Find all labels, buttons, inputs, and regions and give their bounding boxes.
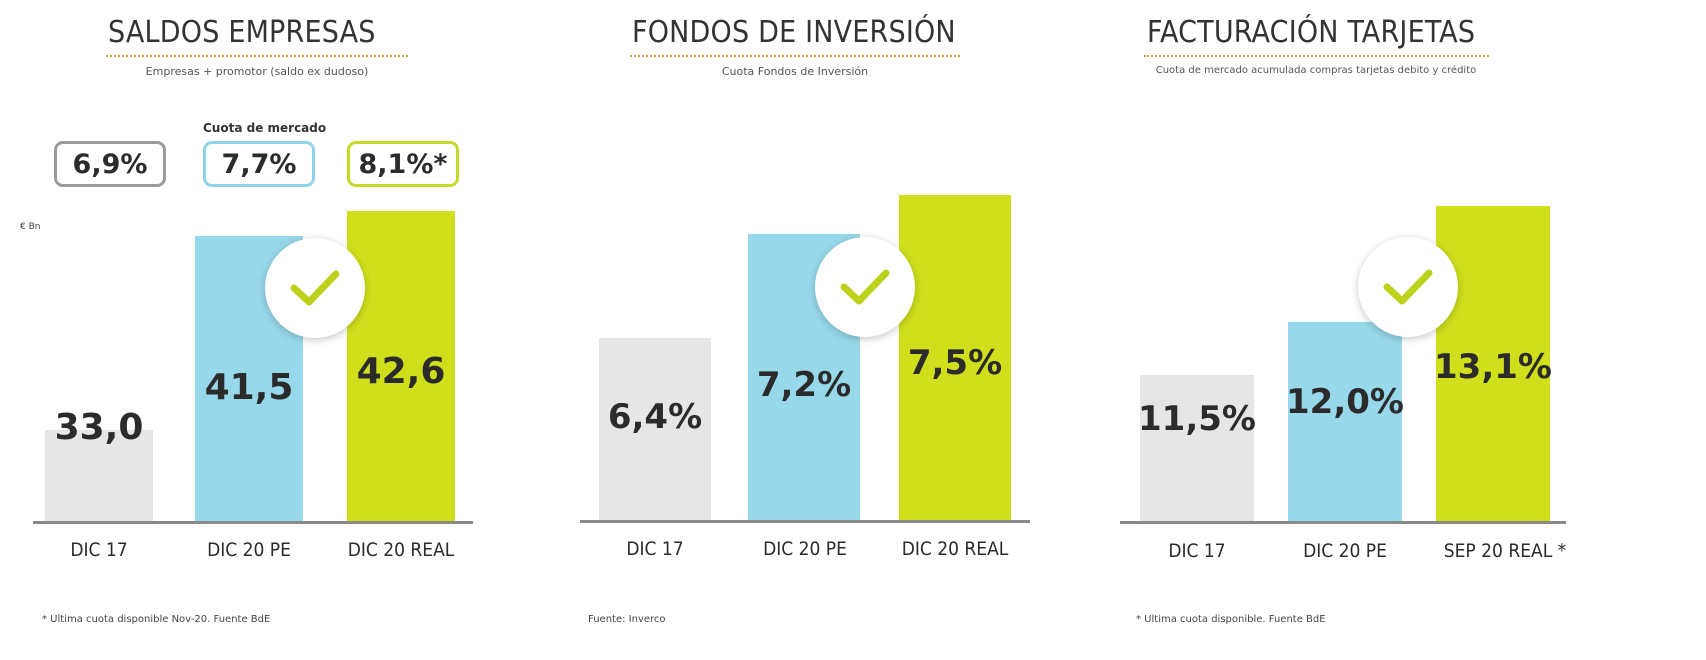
check-icon bbox=[265, 238, 365, 338]
x-axis-baseline bbox=[1120, 521, 1566, 524]
chart-title: SALDOS EMPRESAS bbox=[108, 15, 376, 50]
panel-saldos-empresas: SALDOS EMPRESAS Empresas + promotor (sal… bbox=[0, 0, 560, 660]
market-share-caption: Cuota de mercado bbox=[203, 121, 327, 135]
data-label: 7,2% bbox=[756, 365, 852, 405]
market-share-box: 7,7% bbox=[203, 141, 315, 187]
data-label: 6,4% bbox=[607, 397, 703, 437]
x-axis-baseline bbox=[33, 521, 473, 524]
bar bbox=[1436, 206, 1550, 521]
title-rule bbox=[630, 55, 960, 57]
data-label: 33,0 bbox=[54, 407, 144, 448]
x-tick-label: SEP 20 REAL * bbox=[1443, 540, 1567, 562]
title-rule bbox=[106, 55, 408, 57]
data-label: 7,5% bbox=[907, 343, 1003, 383]
x-tick-label: DIC 20 REAL bbox=[901, 538, 1009, 560]
x-axis-baseline bbox=[580, 520, 1030, 523]
bar bbox=[45, 430, 153, 521]
footnote: * Ultima cuota disponible. Fuente BdE bbox=[1136, 614, 1326, 625]
data-label: 42,6 bbox=[356, 351, 446, 392]
x-tick-label: DIC 20 PE bbox=[1303, 540, 1387, 562]
data-label: 13,1% bbox=[1434, 347, 1552, 387]
x-tick-label: DIC 17 bbox=[70, 539, 128, 561]
check-icon bbox=[1358, 237, 1458, 337]
bar bbox=[1140, 375, 1254, 521]
x-tick-label: DIC 20 PE bbox=[763, 538, 847, 560]
chart-title: FONDOS DE INVERSIÓN bbox=[632, 15, 956, 50]
footnote: * Ultima cuota disponible Nov-20. Fuente… bbox=[42, 614, 271, 625]
y-axis-unit-label: € Bn bbox=[20, 222, 41, 232]
bar bbox=[599, 338, 711, 520]
bar bbox=[899, 195, 1011, 520]
panel-fondos-inversion: FONDOS DE INVERSIÓN Cuota Fondos de Inve… bbox=[560, 0, 1120, 660]
data-label: 11,5% bbox=[1138, 399, 1256, 439]
chart-subtitle: Empresas + promotor (saldo ex dudoso) bbox=[145, 65, 369, 78]
market-share-box: 6,9% bbox=[54, 141, 166, 187]
bar bbox=[347, 211, 455, 521]
x-tick-label: DIC 20 REAL bbox=[347, 539, 455, 561]
footnote: Fuente: Inverco bbox=[588, 614, 666, 625]
chart-subtitle: Cuota Fondos de Inversión bbox=[721, 65, 869, 78]
panel-facturacion-tarjetas: FACTURACIÓN TARJETAS Cuota de mercado ac… bbox=[1120, 0, 1706, 660]
data-label: 12,0% bbox=[1286, 382, 1404, 422]
title-rule bbox=[1144, 55, 1489, 57]
data-label: 41,5 bbox=[204, 367, 294, 408]
market-share-box: 8,1%* bbox=[347, 141, 459, 187]
bar bbox=[1288, 322, 1402, 521]
x-tick-label: DIC 20 PE bbox=[207, 539, 291, 561]
chart-subtitle: Cuota de mercado acumulada compras tarje… bbox=[1155, 65, 1477, 76]
chart-title: FACTURACIÓN TARJETAS bbox=[1147, 15, 1476, 50]
x-tick-label: DIC 17 bbox=[626, 538, 684, 560]
check-icon bbox=[815, 237, 915, 337]
x-tick-label: DIC 17 bbox=[1168, 540, 1226, 562]
